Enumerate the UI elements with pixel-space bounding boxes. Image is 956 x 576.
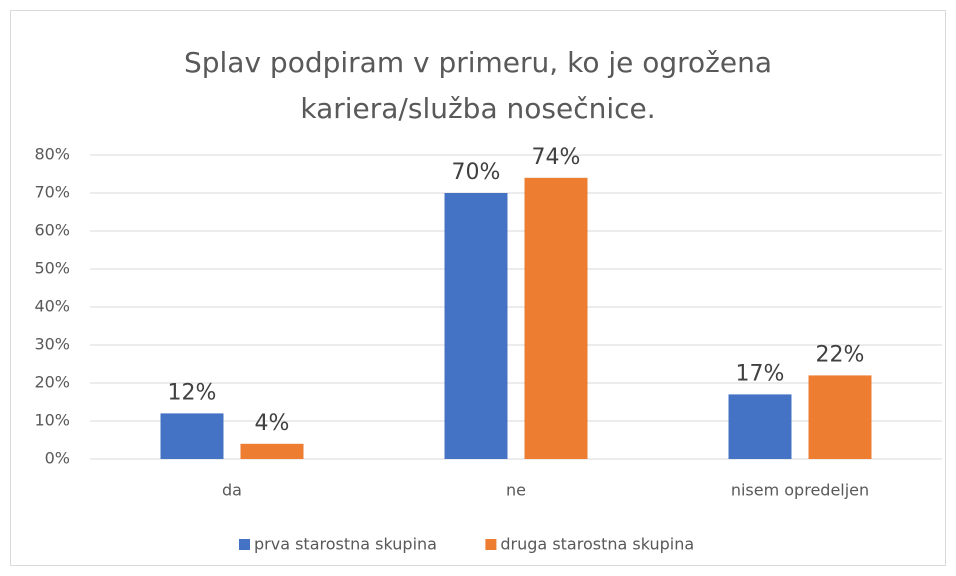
value-label: 4% bbox=[255, 411, 290, 436]
legend-label: druga starostna skupina bbox=[500, 535, 694, 554]
bar bbox=[808, 375, 872, 459]
value-label: 12% bbox=[168, 380, 217, 405]
chart-title: Splav podpiram v primeru, ko je ogrožena… bbox=[183, 46, 773, 125]
y-tick-label: 50% bbox=[34, 259, 70, 278]
bar bbox=[240, 443, 304, 459]
y-tick-label: 10% bbox=[34, 411, 70, 430]
legend-label: prva starostna skupina bbox=[254, 535, 437, 554]
x-tick-label: nisem opredeljen bbox=[731, 481, 869, 500]
y-tick-label: 0% bbox=[45, 449, 70, 468]
x-tick-label: ne bbox=[506, 481, 526, 500]
value-label: 74% bbox=[532, 145, 581, 170]
y-tick-label: 60% bbox=[34, 221, 70, 240]
value-label: 70% bbox=[452, 160, 501, 185]
legend-swatch bbox=[239, 539, 250, 550]
bar bbox=[524, 177, 588, 460]
bar bbox=[160, 413, 224, 459]
y-tick-label: 70% bbox=[34, 183, 70, 202]
bar bbox=[444, 193, 508, 459]
y-tick-label: 40% bbox=[34, 297, 70, 316]
legend-swatch bbox=[485, 539, 497, 550]
y-tick-label: 20% bbox=[34, 373, 70, 392]
x-tick-label: da bbox=[222, 481, 242, 500]
y-tick-label: 30% bbox=[34, 335, 70, 354]
value-label: 17% bbox=[736, 361, 785, 386]
bar bbox=[728, 394, 792, 459]
y-tick-label: 80% bbox=[34, 145, 70, 164]
value-label: 22% bbox=[816, 342, 865, 367]
